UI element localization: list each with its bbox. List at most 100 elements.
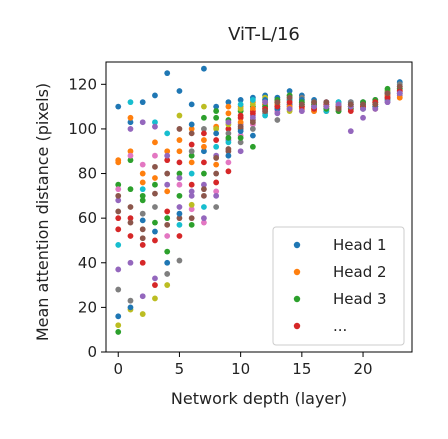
legend-label: Head 1 <box>333 236 387 254</box>
data-point <box>115 226 122 233</box>
data-point <box>139 293 146 300</box>
data-point <box>213 114 220 121</box>
legend-marker <box>293 295 301 303</box>
data-point <box>139 186 146 193</box>
data-point <box>115 197 122 204</box>
data-point <box>127 114 134 121</box>
data-point <box>384 90 391 97</box>
data-point <box>249 97 256 103</box>
data-point <box>115 159 122 166</box>
data-point <box>176 88 183 94</box>
data-point <box>164 188 171 195</box>
legend-box <box>272 226 405 346</box>
data-point <box>213 126 220 132</box>
data-point <box>201 143 207 150</box>
data-point <box>176 192 183 199</box>
data-point <box>249 114 256 121</box>
data-point <box>201 130 207 137</box>
data-point <box>201 204 207 210</box>
data-point <box>237 101 244 108</box>
x-axis-label: Network depth (layer) <box>171 389 347 408</box>
data-point <box>201 137 207 143</box>
data-point <box>139 170 146 177</box>
data-point <box>213 179 220 186</box>
data-point <box>201 170 207 177</box>
data-point <box>164 148 171 155</box>
data-point <box>176 257 183 264</box>
data-point <box>139 197 146 204</box>
data-point <box>176 204 183 210</box>
data-point <box>335 105 342 112</box>
data-point <box>115 186 122 193</box>
data-point <box>115 329 122 335</box>
data-point <box>127 215 134 222</box>
data-point <box>237 123 244 130</box>
data-point <box>115 208 122 215</box>
data-point <box>152 190 158 197</box>
legend-marker <box>293 241 301 249</box>
data-point <box>237 128 244 135</box>
data-point <box>225 152 232 159</box>
data-point <box>188 121 195 128</box>
data-point <box>152 181 158 188</box>
data-point <box>164 130 171 137</box>
data-point <box>201 192 207 199</box>
data-point <box>152 275 158 282</box>
data-point <box>384 85 391 92</box>
data-point <box>152 175 158 181</box>
data-point <box>225 134 232 141</box>
data-point <box>176 126 183 132</box>
data-point <box>213 204 220 210</box>
data-point <box>127 233 134 239</box>
y-tick-label: 20 <box>78 298 97 316</box>
x-tick-label: 20 <box>353 360 372 378</box>
data-point <box>139 235 146 242</box>
data-point <box>237 139 244 146</box>
data-point <box>225 159 232 166</box>
data-point <box>176 181 183 188</box>
data-point <box>115 242 122 248</box>
data-point <box>396 94 403 101</box>
data-point <box>262 108 269 114</box>
data-point <box>139 217 146 224</box>
data-point <box>139 311 146 317</box>
data-point <box>360 114 366 121</box>
data-point <box>237 134 244 141</box>
data-point <box>152 282 158 288</box>
data-point <box>164 170 171 177</box>
data-point <box>152 139 158 146</box>
y-tick-label: 120 <box>68 75 97 93</box>
data-point <box>298 101 305 108</box>
data-point <box>286 94 293 101</box>
data-point <box>335 101 342 108</box>
data-point <box>286 88 293 94</box>
data-point <box>127 219 134 226</box>
data-point <box>152 92 158 99</box>
data-point <box>176 148 183 155</box>
data-point <box>188 159 195 166</box>
data-point <box>237 97 244 103</box>
data-point <box>396 90 403 97</box>
data-point <box>152 204 158 210</box>
data-point <box>176 159 183 166</box>
data-point <box>139 192 146 199</box>
data-point <box>164 215 171 222</box>
data-point <box>188 201 195 208</box>
data-point <box>213 170 220 177</box>
data-point <box>225 110 232 117</box>
data-point <box>188 188 195 195</box>
data-point <box>115 286 122 293</box>
y-tick-label: 40 <box>78 254 97 272</box>
data-point <box>201 186 207 193</box>
data-point <box>262 112 269 119</box>
legend-label: Head 2 <box>333 263 387 281</box>
data-point <box>152 237 158 244</box>
data-point <box>127 119 134 126</box>
data-point <box>127 126 134 132</box>
data-point <box>213 143 220 150</box>
data-point <box>139 242 146 248</box>
data-point <box>188 152 195 159</box>
y-tick-label: 100 <box>68 120 97 138</box>
data-point <box>188 221 195 228</box>
data-point <box>225 146 232 152</box>
